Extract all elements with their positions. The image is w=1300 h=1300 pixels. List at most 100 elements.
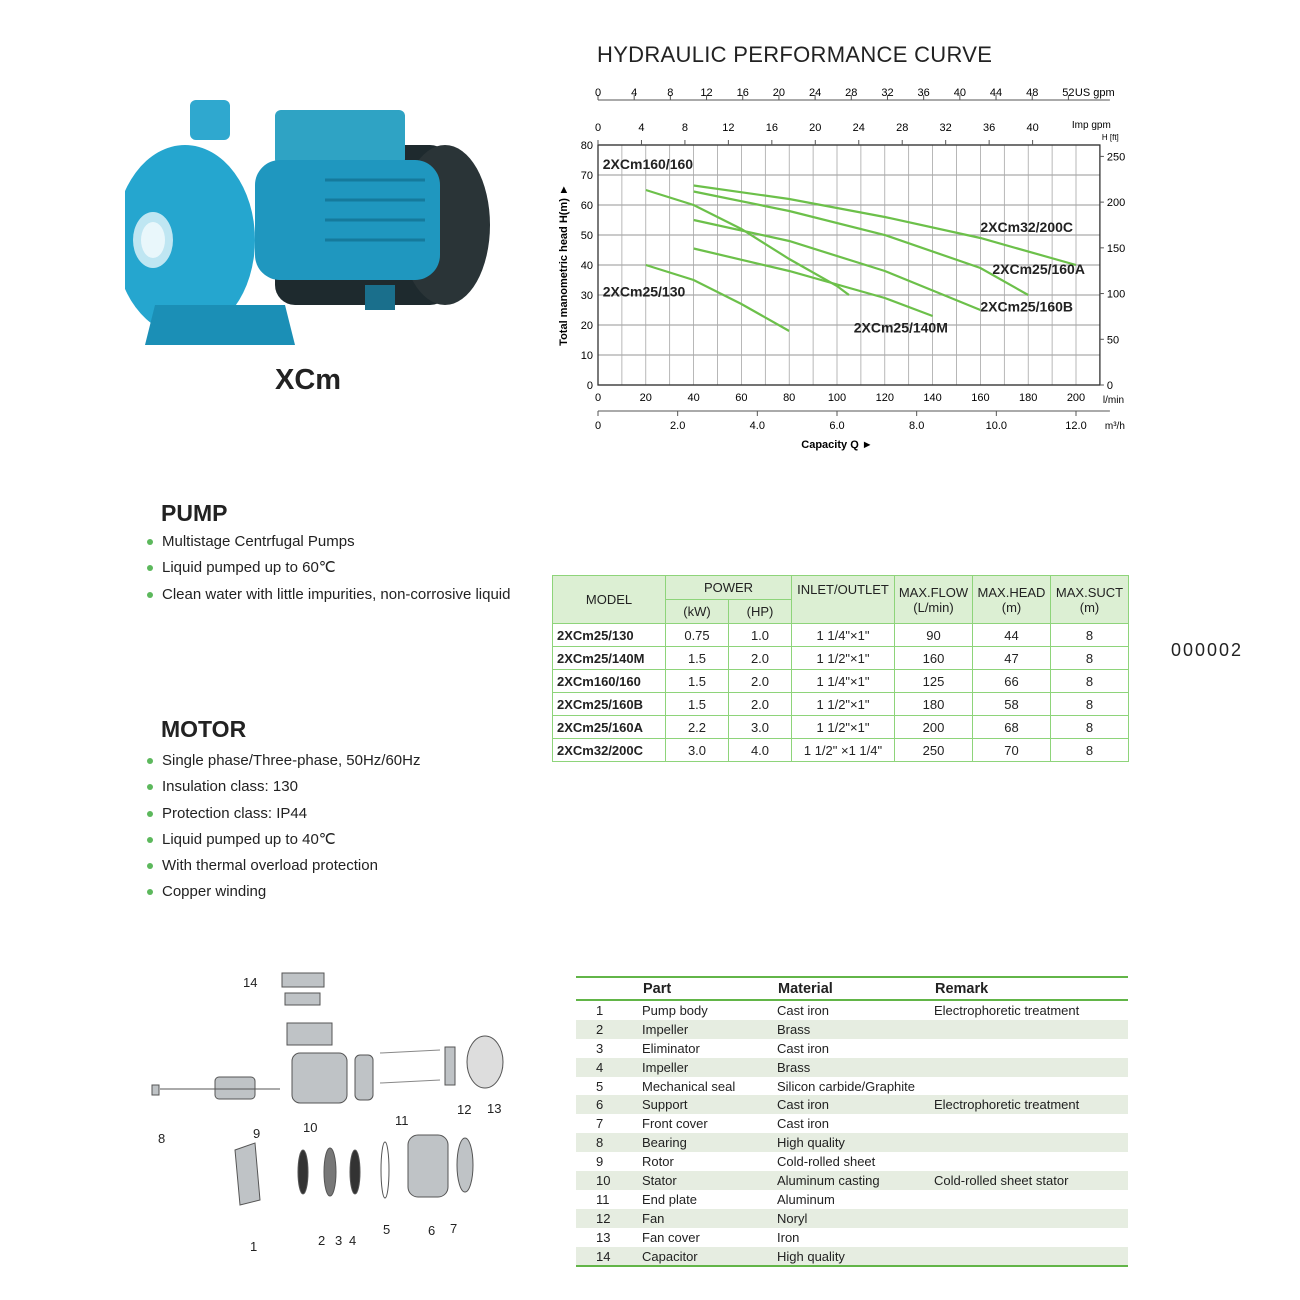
diagram-label: 3 bbox=[335, 1233, 342, 1248]
spec-table: MODEL POWER INLET/OUTLET MAX.FLOW (L/min)… bbox=[552, 575, 1129, 762]
fan-cover-part bbox=[466, 1035, 504, 1089]
parts-cell bbox=[934, 1133, 1128, 1153]
parts-cell: Cast iron bbox=[777, 1040, 830, 1056]
imp-gpm-tick-label: 28 bbox=[896, 122, 908, 134]
series-label: 2XCm32/200C bbox=[980, 219, 1073, 235]
parts-cell: 10 bbox=[576, 1171, 642, 1190]
feature-item: With thermal overload protection bbox=[147, 853, 421, 879]
y-tick-label: 30 bbox=[581, 290, 593, 302]
parts-row: 11 End plate Aluminum bbox=[576, 1190, 1128, 1209]
us-gpm-tick-label: 4 bbox=[631, 87, 637, 99]
parts-cell: Cast iron bbox=[777, 1002, 830, 1018]
parts-cell: 7 bbox=[596, 1116, 604, 1132]
spec-cell: 2XCm160/160 bbox=[552, 669, 666, 693]
support-part bbox=[407, 1134, 449, 1198]
parts-cell: 3 bbox=[596, 1040, 604, 1056]
page-code: 000002 bbox=[1171, 640, 1244, 660]
parts-cell bbox=[934, 1228, 1128, 1247]
col-power: POWER bbox=[665, 575, 792, 600]
parts-cell: Noryl bbox=[777, 1208, 934, 1228]
motor-heading: MOTOR bbox=[161, 716, 247, 742]
pump-body-part bbox=[234, 1142, 261, 1206]
spec-cell: 1 1/2"×1" bbox=[791, 646, 895, 670]
parts-row: 14 Capacitor High quality bbox=[576, 1246, 1128, 1268]
spec-cell: 66 bbox=[972, 669, 1051, 693]
y-tick-label: 70 bbox=[581, 170, 593, 182]
spec-cell: 2.2 bbox=[665, 715, 729, 739]
col-head: MAX.HEAD (m) bbox=[972, 575, 1051, 624]
spec-row: 2XCm25/130 0.75 1.0 1 1/4"×1" 90 44 8 bbox=[552, 623, 1129, 647]
parts-row: 12 Fan Noryl bbox=[576, 1208, 1128, 1228]
imp-gpm-tick-label: 16 bbox=[766, 122, 778, 134]
x-tick-label: 0 bbox=[595, 392, 601, 404]
y-tick-label: 0 bbox=[587, 380, 593, 392]
diagram-label: 4 bbox=[349, 1233, 356, 1248]
ft-tick-label: 250 bbox=[1107, 151, 1125, 163]
parts-row: 6 Support Cast iron Electrophoretic treatme… bbox=[576, 1095, 1128, 1115]
spec-cell: 2XCm32/200C bbox=[552, 738, 666, 762]
parts-row: 2 Impeller Brass bbox=[576, 1019, 1128, 1039]
diagram-label: 7 bbox=[450, 1221, 457, 1236]
spec-cell: 1 1/2"×1" bbox=[791, 692, 895, 716]
spec-cell: 1 1/4"×1" bbox=[791, 669, 895, 693]
x-tick-label: 20 bbox=[640, 392, 652, 404]
feature-item: Insulation class: 130 bbox=[147, 774, 421, 800]
col-part: Part bbox=[642, 976, 777, 1001]
us-gpm-tick-label: 36 bbox=[918, 87, 930, 99]
parts-cell: High quality bbox=[777, 1246, 934, 1268]
y-tick-label: 20 bbox=[581, 320, 593, 332]
parts-cell: Electrophoretic treatment bbox=[934, 1095, 1128, 1115]
parts-cell bbox=[934, 1190, 1128, 1209]
curve-2XCm25/130 bbox=[645, 263, 790, 332]
us-gpm-tick-label: 48 bbox=[1026, 87, 1038, 99]
y-axis-title: Total manometric head H(m) ► bbox=[558, 184, 570, 346]
parts-cell: Impeller bbox=[642, 1057, 777, 1077]
y-tick-label: 50 bbox=[581, 230, 593, 242]
curve-2XCm32/200C bbox=[693, 184, 1077, 267]
parts-cell: Brass bbox=[777, 1057, 934, 1077]
series-label: 2XCm25/140M bbox=[854, 320, 948, 336]
diagram-label: 6 bbox=[428, 1223, 435, 1238]
spec-cell: 1 1/2"×1" bbox=[791, 715, 895, 739]
spec-cell: 8 bbox=[1050, 738, 1129, 762]
spec-cell: 2XCm25/140M bbox=[552, 646, 666, 670]
parts-cell: Aluminum casting bbox=[777, 1171, 934, 1190]
imp-gpm-tick-label: 32 bbox=[940, 122, 952, 134]
capacitor-part bbox=[281, 972, 325, 988]
rotor-part bbox=[214, 1076, 256, 1100]
us-gpm-tick-label: 28 bbox=[845, 87, 857, 99]
col-model: MODEL bbox=[552, 575, 666, 624]
curve-2XCm25/160A bbox=[693, 190, 1029, 296]
spec-cell: 200 bbox=[894, 715, 973, 739]
us-gpm-tick-label: 0 bbox=[595, 87, 601, 99]
parts-cell: Bearing bbox=[642, 1133, 777, 1153]
us-gpm-tick-label: 24 bbox=[809, 87, 821, 99]
parts-cell: Pump body bbox=[642, 1002, 708, 1018]
curve-2XCm25/140M bbox=[693, 247, 933, 318]
bearing-part bbox=[151, 1084, 160, 1096]
x-axis-title: Capacity Q ► bbox=[801, 439, 872, 451]
x-tick-label: 100 bbox=[828, 392, 846, 404]
pump-image bbox=[125, 100, 490, 345]
parts-cell: Fan bbox=[642, 1208, 777, 1228]
feature-item: Copper winding bbox=[147, 879, 421, 905]
parts-cell: 12 bbox=[576, 1208, 642, 1228]
feature-item: Liquid pumped up to 40℃ bbox=[147, 827, 421, 853]
parts-cell bbox=[934, 1019, 1128, 1039]
spec-cell: 160 bbox=[894, 646, 973, 670]
x-tick-label: 200 bbox=[1067, 392, 1085, 404]
parts-cell: Aluminum bbox=[777, 1191, 835, 1207]
x-tick-label: 140 bbox=[923, 392, 941, 404]
spec-cell: 68 bbox=[972, 715, 1051, 739]
plot-frame bbox=[597, 144, 1101, 386]
ft-tick-label: 200 bbox=[1107, 197, 1125, 209]
ft-tick-label: 50 bbox=[1107, 334, 1119, 346]
diagram-label: 8 bbox=[158, 1131, 165, 1146]
m3h-tick-label: 4.0 bbox=[750, 420, 765, 432]
parts-cell bbox=[934, 1246, 1128, 1268]
parts-cell: Electrophoretic treatment bbox=[934, 1002, 1080, 1018]
front-cover-part bbox=[456, 1137, 474, 1193]
